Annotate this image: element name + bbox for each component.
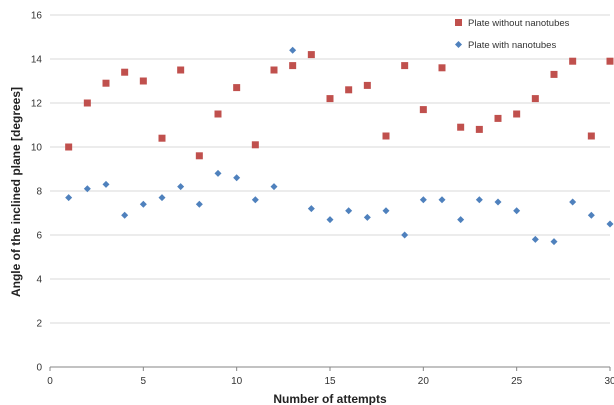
x-tick-label: 15 bbox=[324, 376, 336, 387]
data-point bbox=[83, 185, 91, 193]
data-point bbox=[65, 143, 73, 151]
y-axis-title: Angle of the inclined plane [degrees] bbox=[9, 87, 23, 297]
data-point bbox=[475, 196, 483, 204]
data-point bbox=[345, 86, 353, 94]
x-tick-labels: 0 5 10 15 20 25 30 bbox=[47, 376, 614, 387]
data-point bbox=[382, 207, 390, 215]
data-point bbox=[569, 57, 577, 65]
data-point bbox=[251, 196, 259, 204]
data-point bbox=[83, 99, 91, 107]
y-tick-label: 14 bbox=[31, 55, 43, 66]
data-point bbox=[158, 194, 166, 202]
y-tick-label: 8 bbox=[36, 187, 42, 198]
data-point bbox=[65, 194, 73, 202]
legend-marker-with-nanotubes bbox=[455, 41, 462, 48]
x-tick-label: 0 bbox=[47, 376, 53, 387]
y-tick-label: 6 bbox=[36, 231, 42, 242]
data-point bbox=[438, 64, 446, 72]
y-tick-label: 4 bbox=[36, 275, 42, 286]
data-point bbox=[438, 196, 446, 204]
series-without-nanotubes bbox=[65, 51, 614, 160]
data-point bbox=[307, 205, 315, 213]
data-point bbox=[102, 79, 110, 87]
data-point bbox=[326, 216, 334, 224]
data-point bbox=[569, 198, 577, 206]
x-tick-label: 25 bbox=[511, 376, 523, 387]
data-point bbox=[606, 220, 614, 228]
data-point bbox=[195, 152, 203, 160]
data-point bbox=[401, 231, 409, 239]
data-series bbox=[65, 46, 614, 246]
y-tick-label: 16 bbox=[31, 11, 43, 22]
data-point bbox=[251, 141, 259, 149]
data-point bbox=[363, 81, 371, 89]
data-point bbox=[326, 95, 334, 103]
axes bbox=[49, 366, 611, 371]
data-point bbox=[513, 207, 521, 215]
data-point bbox=[345, 207, 353, 215]
data-point bbox=[606, 57, 614, 65]
y-tick-label: 12 bbox=[31, 99, 43, 110]
data-point bbox=[139, 77, 147, 85]
x-tick-label: 30 bbox=[604, 376, 614, 387]
data-point bbox=[289, 62, 297, 70]
data-point bbox=[270, 66, 278, 74]
legend-label-without-nanotubes: Plate without nanotubes bbox=[468, 18, 570, 29]
legend-label-with-nanotubes: Plate with nanotubes bbox=[468, 40, 556, 51]
legend: Plate without nanotubes Plate with nanot… bbox=[455, 18, 570, 51]
data-point bbox=[513, 110, 521, 118]
data-point bbox=[587, 132, 595, 140]
data-point bbox=[531, 95, 539, 103]
y-tick-label: 0 bbox=[36, 363, 42, 374]
data-point bbox=[307, 51, 315, 59]
x-tick-label: 20 bbox=[418, 376, 430, 387]
data-point bbox=[158, 134, 166, 142]
y-tick-label: 2 bbox=[36, 319, 42, 330]
data-point bbox=[494, 198, 502, 206]
data-point bbox=[195, 200, 203, 208]
x-tick-label: 5 bbox=[141, 376, 147, 387]
data-point bbox=[121, 211, 129, 219]
data-point bbox=[363, 213, 371, 221]
data-point bbox=[419, 196, 427, 204]
data-point bbox=[214, 169, 222, 177]
data-point bbox=[177, 183, 185, 191]
x-tick-label: 10 bbox=[231, 376, 243, 387]
data-point bbox=[550, 238, 558, 246]
series-with-nanotubes bbox=[65, 46, 614, 246]
data-point bbox=[233, 174, 241, 182]
data-point bbox=[550, 70, 558, 78]
y-tick-label: 10 bbox=[31, 143, 43, 154]
data-point bbox=[270, 183, 278, 191]
data-point bbox=[382, 132, 390, 140]
data-point bbox=[531, 235, 539, 243]
data-point bbox=[121, 68, 129, 76]
data-point bbox=[177, 66, 185, 74]
data-point bbox=[102, 180, 110, 188]
data-point bbox=[475, 125, 483, 133]
data-point bbox=[457, 123, 465, 131]
data-point bbox=[419, 106, 427, 114]
x-axis-title: Number of attempts bbox=[273, 392, 387, 405]
data-point bbox=[139, 200, 147, 208]
data-point bbox=[457, 216, 465, 224]
data-point bbox=[233, 84, 241, 92]
data-point bbox=[289, 46, 297, 54]
data-point bbox=[587, 211, 595, 219]
data-point bbox=[494, 114, 502, 122]
y-tick-labels: 0 2 4 6 8 10 12 14 16 bbox=[31, 11, 43, 374]
gridlines bbox=[50, 14, 610, 324]
data-point bbox=[214, 110, 222, 118]
legend-marker-without-nanotubes bbox=[455, 19, 462, 26]
data-point bbox=[401, 62, 409, 70]
